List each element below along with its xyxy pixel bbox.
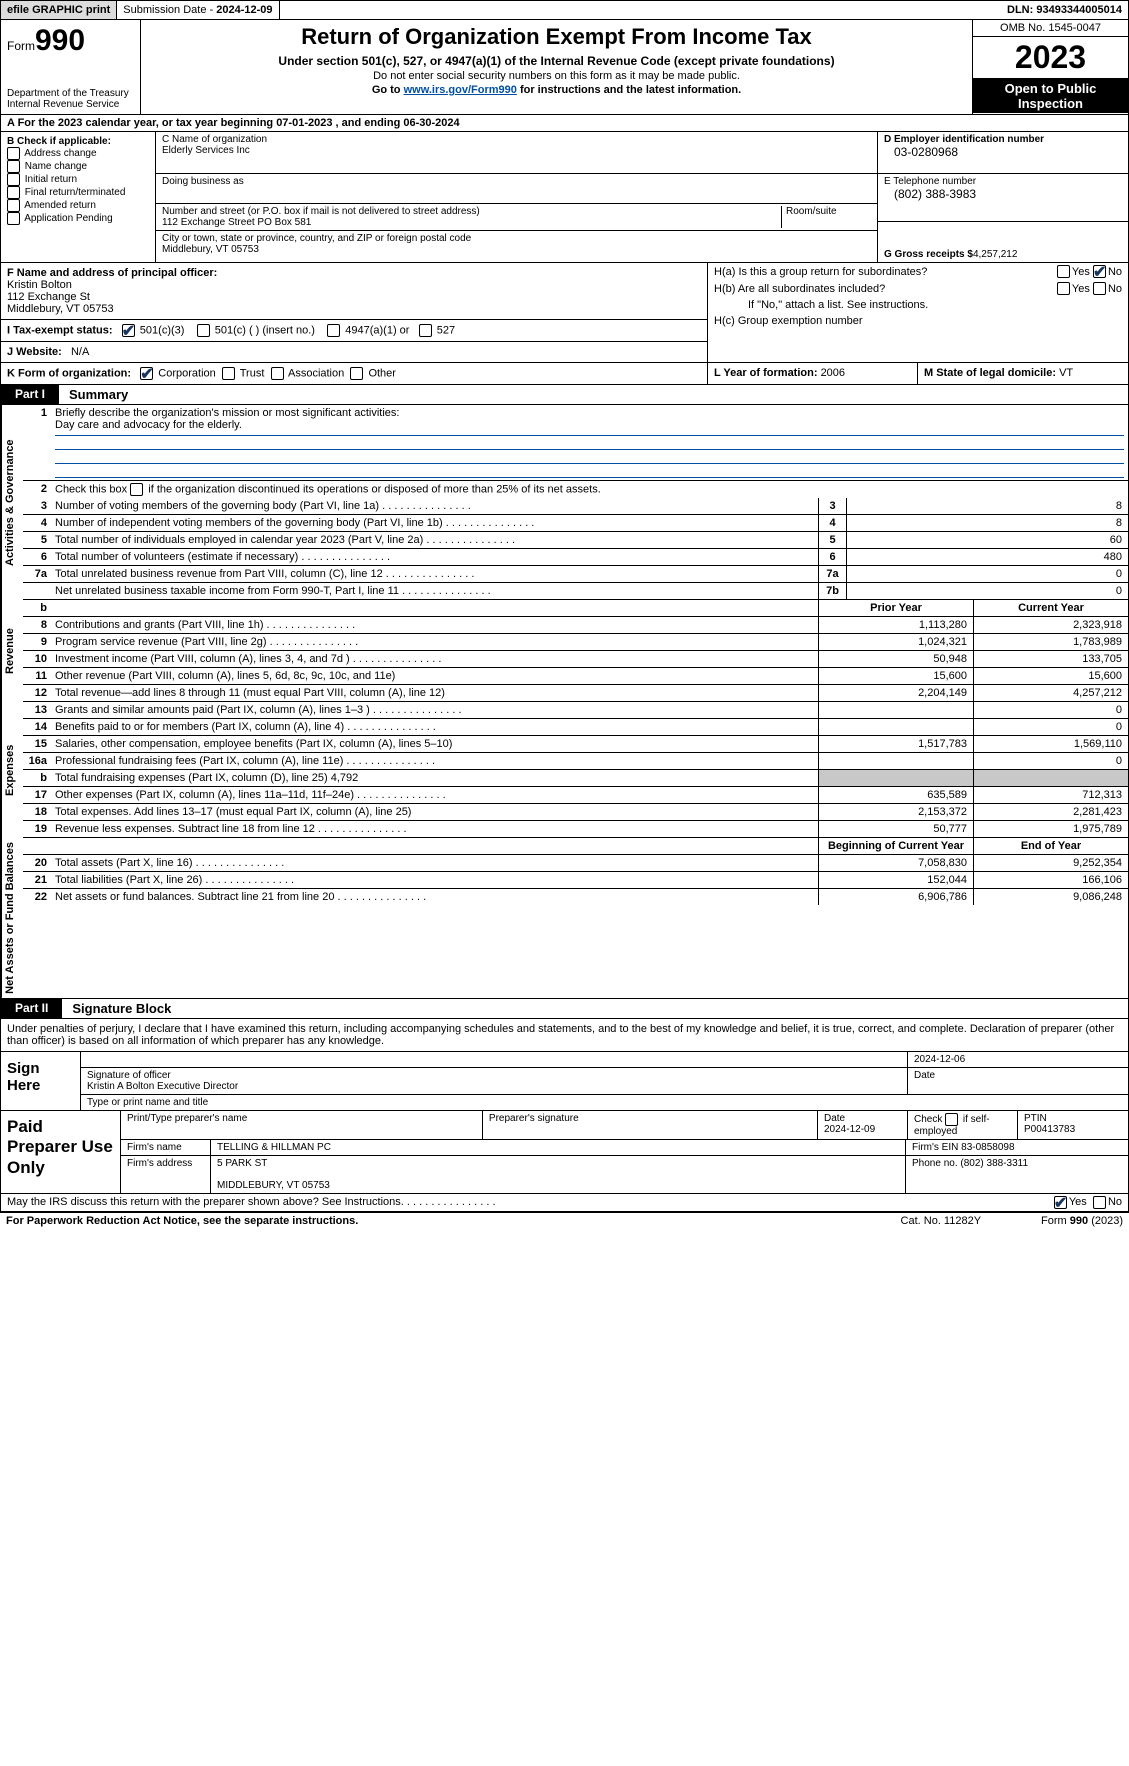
header: Form990 Department of the Treasury Inter… bbox=[0, 20, 1129, 115]
box-m: M State of legal domicile: VT bbox=[918, 363, 1128, 384]
check-corp[interactable] bbox=[140, 367, 153, 380]
tax-year: 2023 bbox=[973, 37, 1128, 79]
city: Middlebury, VT 05753 bbox=[162, 244, 259, 255]
summary-net: Net Assets or Fund Balances Beginning of… bbox=[0, 838, 1129, 999]
check-trust[interactable] bbox=[222, 367, 235, 380]
form-number: Form990 bbox=[7, 24, 134, 58]
paid-label: Paid Preparer Use Only bbox=[1, 1111, 121, 1193]
check-discontinued[interactable] bbox=[130, 483, 143, 496]
org-name: Elderly Services Inc bbox=[162, 145, 250, 156]
discuss-no[interactable] bbox=[1093, 1196, 1106, 1209]
footer: For Paperwork Reduction Act Notice, see … bbox=[0, 1212, 1129, 1229]
header-mid: Return of Organization Exempt From Incom… bbox=[141, 20, 973, 114]
ssn-note: Do not enter social security numbers on … bbox=[147, 70, 966, 82]
form-title: Return of Organization Exempt From Incom… bbox=[147, 24, 966, 50]
check-4947[interactable] bbox=[327, 324, 340, 337]
v4: 8 bbox=[846, 515, 1128, 531]
vtab-rev: Revenue bbox=[1, 600, 23, 702]
sign-here-label: Sign Here bbox=[1, 1052, 81, 1110]
check-selfemp[interactable] bbox=[945, 1113, 958, 1126]
v3: 8 bbox=[846, 498, 1128, 514]
hb-yes[interactable] bbox=[1057, 282, 1070, 295]
summary-exp: Expenses 13Grants and similar amounts pa… bbox=[0, 702, 1129, 838]
signature-block: Under penalties of perjury, I declare th… bbox=[0, 1019, 1129, 1111]
check-pending[interactable] bbox=[7, 212, 20, 225]
telephone: (802) 388-3983 bbox=[884, 187, 1122, 201]
check-501c[interactable] bbox=[197, 324, 210, 337]
col-b: B Check if applicable: Address change Na… bbox=[1, 132, 156, 262]
vtab-net: Net Assets or Fund Balances bbox=[1, 838, 23, 998]
summary-rev: Revenue bPrior YearCurrent Year 8Contrib… bbox=[0, 600, 1129, 702]
part1-header: Part I Summary bbox=[0, 385, 1129, 405]
header-left: Form990 Department of the Treasury Inter… bbox=[1, 20, 141, 114]
part2-header: Part II Signature Block bbox=[0, 999, 1129, 1019]
firm-ein: 83-0858098 bbox=[961, 1142, 1014, 1153]
row-a: A For the 2023 calendar year, or tax yea… bbox=[0, 115, 1129, 132]
hb-no[interactable] bbox=[1093, 282, 1106, 295]
col-c: C Name of organizationElderly Services I… bbox=[156, 132, 878, 262]
v5: 60 bbox=[846, 532, 1128, 548]
col-de: D Employer identification number03-02809… bbox=[878, 132, 1128, 262]
box-k: K Form of organization: Corporation Trus… bbox=[1, 363, 708, 384]
check-name[interactable] bbox=[7, 160, 20, 173]
officer-name: Kristin A Bolton Executive Director bbox=[87, 1081, 238, 1092]
dba-label: Doing business as bbox=[162, 176, 244, 187]
box-l: L Year of formation: 2006 bbox=[708, 363, 918, 384]
form-subtitle: Under section 501(c), 527, or 4947(a)(1)… bbox=[147, 54, 966, 68]
check-assoc[interactable] bbox=[271, 367, 284, 380]
v6: 480 bbox=[846, 549, 1128, 565]
ha-yes[interactable] bbox=[1057, 265, 1070, 278]
section-fh: F Name and address of principal officer:… bbox=[0, 262, 1129, 362]
firm-phone: (802) 388-3311 bbox=[960, 1158, 1028, 1169]
check-amended[interactable] bbox=[7, 199, 20, 212]
check-address[interactable] bbox=[7, 147, 20, 160]
room-label: Room/suite bbox=[786, 206, 837, 217]
topbar: efile GRAPHIC print Submission Date - 20… bbox=[0, 0, 1129, 20]
check-527[interactable] bbox=[419, 324, 432, 337]
v7a: 0 bbox=[846, 566, 1128, 582]
dln: DLN: 93493344005014 bbox=[1001, 1, 1128, 19]
check-501c3[interactable] bbox=[122, 324, 135, 337]
ein: 03-0280968 bbox=[884, 145, 1122, 159]
section-bcd: B Check if applicable: Address change Na… bbox=[0, 132, 1129, 262]
discuss-yes[interactable] bbox=[1054, 1196, 1067, 1209]
submission-date: Submission Date - 2024-12-09 bbox=[117, 1, 279, 19]
check-initial[interactable] bbox=[7, 173, 20, 186]
check-final[interactable] bbox=[7, 186, 20, 199]
mission: Day care and advocacy for the elderly. bbox=[55, 419, 242, 431]
pra-notice: For Paperwork Reduction Act Notice, see … bbox=[6, 1215, 358, 1227]
v7b: 0 bbox=[846, 583, 1128, 599]
perjury-stmt: Under penalties of perjury, I declare th… bbox=[1, 1019, 1128, 1052]
discuss-row: May the IRS discuss this return with the… bbox=[0, 1194, 1129, 1212]
header-right: OMB No. 1545-0047 2023 Open to Public In… bbox=[973, 20, 1128, 114]
irs-label: Internal Revenue Service bbox=[7, 99, 134, 110]
open-inspect: Open to Public Inspection bbox=[973, 79, 1128, 113]
link-note: Go to www.irs.gov/Form990 for instructio… bbox=[147, 84, 966, 96]
gross-receipts: 4,257,212 bbox=[973, 249, 1018, 260]
section-klm: K Form of organization: Corporation Trus… bbox=[0, 362, 1129, 385]
summary-gov: Activities & Governance 1Briefly describ… bbox=[0, 405, 1129, 600]
street: 112 Exchange Street PO Box 581 bbox=[162, 217, 311, 228]
paid-preparer: Paid Preparer Use Only Print/Type prepar… bbox=[0, 1111, 1129, 1194]
box-h: H(a) Is this a group return for subordin… bbox=[708, 263, 1128, 362]
ptin: P00413783 bbox=[1024, 1124, 1075, 1135]
efile-button[interactable]: efile GRAPHIC print bbox=[1, 1, 117, 19]
box-j: J Website: N/A bbox=[1, 342, 707, 362]
box-i: I Tax-exempt status: 501(c)(3) 501(c) ( … bbox=[1, 320, 707, 342]
ha-no[interactable] bbox=[1093, 265, 1106, 278]
vtab-gov: Activities & Governance bbox=[1, 405, 23, 600]
vtab-exp: Expenses bbox=[1, 702, 23, 838]
form-ref: Form 990 (2023) bbox=[1041, 1215, 1123, 1227]
box-f: F Name and address of principal officer:… bbox=[1, 263, 707, 320]
omb: OMB No. 1545-0047 bbox=[973, 20, 1128, 37]
check-other[interactable] bbox=[350, 367, 363, 380]
cat-no: Cat. No. 11282Y bbox=[901, 1215, 982, 1227]
firm-name: TELLING & HILLMAN PC bbox=[211, 1140, 906, 1155]
dept-treasury: Department of the Treasury bbox=[7, 88, 134, 99]
irs-link[interactable]: www.irs.gov/Form990 bbox=[404, 84, 517, 96]
